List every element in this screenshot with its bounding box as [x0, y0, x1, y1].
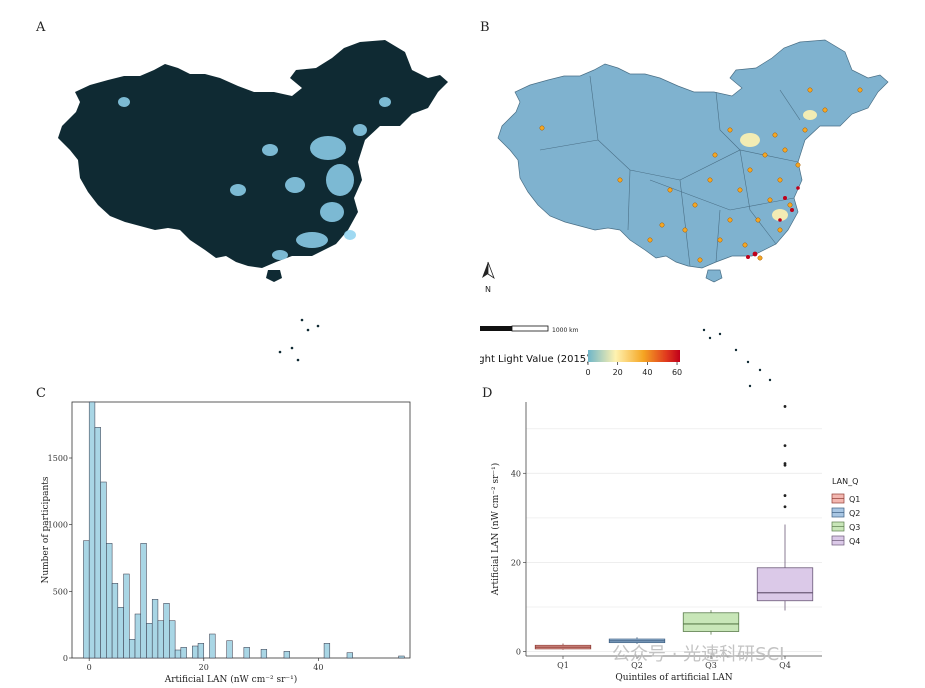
histogram-bar [157, 620, 164, 659]
map-a [58, 40, 448, 362]
histogram-bar [180, 647, 187, 659]
x-tick-label: 40 [313, 663, 323, 672]
legend-label: Q3 [849, 523, 860, 532]
histogram-bar [174, 649, 182, 659]
y-tick-label: 20 [511, 558, 521, 567]
legend-tick-label: 0 [585, 368, 590, 377]
map-b-bright-regions [740, 110, 817, 221]
legend-tick-label: 40 [642, 368, 652, 377]
legend-color-bar [588, 350, 680, 362]
legend-label: Q1 [849, 495, 860, 504]
outlier-point [783, 462, 787, 465]
legend-label: Q2 [849, 509, 860, 518]
histogram-bar [117, 607, 124, 659]
map-b-hainan [705, 269, 723, 283]
y-tick-label: 0 [516, 648, 521, 657]
x-tick-label: Q4 [779, 661, 791, 670]
map-b-islands [702, 328, 772, 388]
x-tick-label: Q2 [631, 661, 643, 670]
y-tick-label: 500 [53, 587, 68, 596]
watermark: 公众号 · 光速科研SCI [612, 644, 785, 665]
histogram-bar [346, 652, 353, 659]
legend-title: LAN_Q [832, 477, 858, 486]
histogram-bar [100, 481, 107, 659]
map-b-hot-points [746, 186, 800, 259]
outlier-point [783, 505, 787, 509]
x-tick-label: Q3 [705, 661, 717, 670]
map-a-landmass [58, 40, 448, 268]
histogram-chart: 0 20 40 0 500 1000 1500 Artificial LAN (nW cm⁻²… [41, 401, 411, 685]
histogram-bar [83, 540, 90, 659]
y-tick-label: 0 [63, 654, 68, 663]
x-tick-label: Q1 [557, 661, 569, 670]
panel-c-letter: C [36, 386, 46, 401]
histogram-bar [134, 613, 141, 659]
histogram-bar [151, 599, 159, 659]
legend-tick-label: 60 [672, 368, 682, 377]
histogram-bar [123, 573, 130, 659]
panel-b-letter: B [480, 20, 490, 35]
histogram-bar [398, 655, 405, 659]
x-tick-label: 0 [87, 663, 92, 672]
north-arrow: N [482, 261, 495, 294]
map-a-hainan [266, 270, 282, 282]
boxplot-chart: 0 20 40 Q1 Q2 Q3 Q4 Quintiles of artificial LAN… [490, 402, 860, 683]
y-tick-label: 1000 [48, 521, 68, 530]
north-label: N [485, 285, 491, 294]
histogram-bar [106, 543, 113, 659]
outlier-point [783, 494, 787, 497]
panel-d-letter: D [482, 386, 493, 401]
y-tick-label: 40 [511, 469, 521, 478]
y-axis-label: Number of participants [41, 476, 51, 583]
night-light-legend: Night Light Value (2015) 0 20 40 60 [480, 350, 682, 377]
box-q3 [682, 612, 740, 632]
histogram-bar [88, 401, 96, 659]
legend-tick-label: 20 [613, 368, 623, 377]
x-axis-label: Quintiles of artificial LAN [615, 673, 732, 683]
histogram-bar [260, 649, 268, 659]
legend-title: Night Light Value (2015) [480, 354, 590, 365]
x-axis-label: Artificial LAN (nW cm⁻² sr⁻¹) [164, 674, 298, 685]
scale-bar: 1000 km [480, 325, 579, 334]
histogram-bar [140, 543, 147, 659]
histogram-bar [323, 643, 331, 659]
histogram-bar [192, 645, 199, 659]
y-axis-label: Artificial LAN (nW cm⁻² sr⁻¹) [490, 463, 501, 597]
histogram-bar [163, 603, 170, 659]
map-b-province-borders [539, 75, 801, 267]
histogram-bar [226, 640, 233, 659]
legend-label: Q4 [849, 537, 860, 546]
map-a-light-areas [118, 97, 391, 260]
histogram-bar [283, 651, 290, 659]
map-b: N 1000 km Night Light Value (2015) 0 20 40… [480, 39, 889, 388]
panel-a-letter: A [36, 20, 46, 35]
histogram-bar [197, 643, 205, 659]
map-a-islands [278, 318, 320, 362]
map-b-city-points [539, 87, 863, 263]
histogram-bar [209, 633, 216, 659]
histogram-bar [243, 647, 250, 659]
histogram-bar [129, 639, 136, 659]
box-q4 [756, 567, 814, 602]
histogram-frame [71, 401, 411, 659]
scale-label: 1000 km [552, 327, 579, 334]
map-b-provinces [497, 39, 889, 269]
histogram-bar [111, 583, 119, 659]
histogram-bar [146, 623, 153, 659]
outlier-point [783, 444, 787, 448]
histogram-bar [94, 427, 101, 659]
histogram-bar [169, 620, 176, 659]
y-tick-label: 1500 [48, 454, 68, 463]
x-tick-label: 20 [199, 663, 209, 672]
outlier-point [783, 405, 787, 408]
